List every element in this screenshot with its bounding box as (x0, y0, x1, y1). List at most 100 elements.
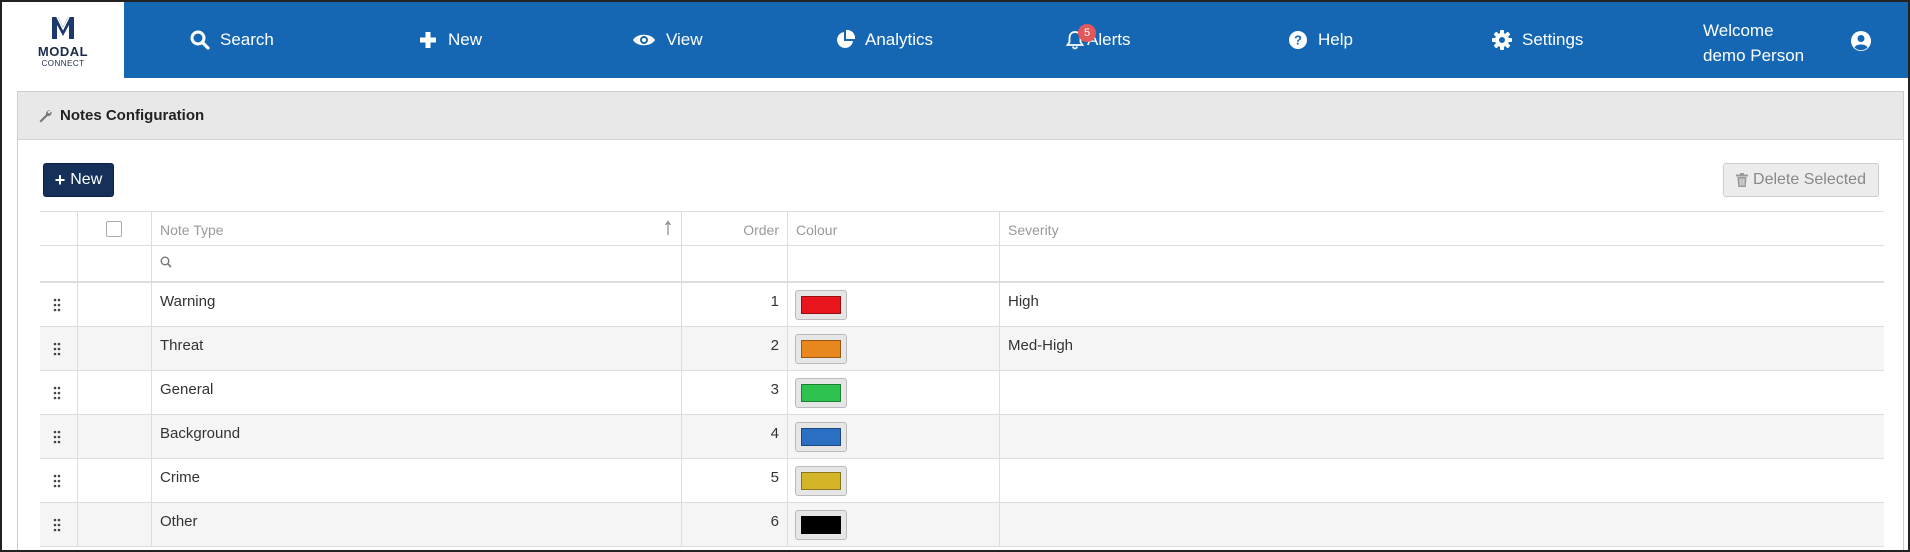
colour-cell[interactable] (788, 327, 1000, 370)
note-type-cell[interactable]: Other (152, 503, 682, 546)
severity-cell[interactable] (1000, 415, 1884, 458)
logo-text: MODAL (37, 43, 89, 59)
colour-cell[interactable] (788, 283, 1000, 326)
colour-swatch[interactable] (795, 378, 847, 408)
row-select-cell[interactable] (78, 415, 152, 458)
filter-cell-check (78, 246, 152, 281)
note-type-cell[interactable]: Crime (152, 459, 682, 502)
order-cell[interactable]: 6 (682, 503, 788, 546)
severity-cell[interactable] (1000, 371, 1884, 414)
table-header-row: Note Type Order Colour Severity (40, 211, 1884, 246)
nav-settings[interactable]: Settings (1492, 2, 1583, 78)
colour-swatch-fill (801, 340, 841, 358)
note-type-filter-input[interactable] (152, 246, 682, 281)
new-button-label: New (70, 171, 103, 188)
nav-new[interactable]: New (418, 2, 482, 78)
note-type-column-header[interactable]: Note Type (152, 212, 682, 245)
colour-cell[interactable] (788, 459, 1000, 502)
table-row[interactable]: Threat 2 Med-High (40, 327, 1884, 371)
new-note-type-button[interactable]: + New (43, 163, 114, 197)
colour-swatch[interactable] (795, 422, 847, 452)
welcome-text: Welcome demo Person (1703, 18, 1804, 68)
table-row[interactable]: Other 6 (40, 503, 1884, 547)
note-type-cell[interactable]: Background (152, 415, 682, 458)
sort-ascending-icon[interactable] (665, 220, 671, 236)
colour-swatch[interactable] (795, 466, 847, 496)
drag-handle-cell[interactable] (40, 327, 78, 370)
drag-handle-cell[interactable] (40, 503, 78, 546)
nav-search-label: Search (220, 30, 274, 49)
drag-handle-icon[interactable] (53, 474, 61, 488)
colour-header-label: Colour (796, 222, 838, 238)
order-cell[interactable]: 4 (682, 415, 788, 458)
table-row[interactable]: General 3 (40, 371, 1884, 415)
pie-chart-icon (835, 30, 855, 50)
drag-handle-icon[interactable] (53, 430, 61, 444)
colour-swatch[interactable] (795, 510, 847, 540)
order-cell[interactable]: 2 (682, 327, 788, 370)
row-select-cell[interactable] (78, 503, 152, 546)
nav-view[interactable]: View (632, 2, 703, 78)
row-select-cell[interactable] (78, 371, 152, 414)
drag-handle-icon[interactable] (53, 386, 61, 400)
severity-cell[interactable] (1000, 459, 1884, 502)
colour-cell[interactable] (788, 371, 1000, 414)
order-value: 5 (770, 469, 779, 486)
note-type-cell[interactable]: General (152, 371, 682, 414)
user-name: demo Person (1703, 46, 1805, 65)
order-value: 3 (770, 381, 779, 398)
drag-handle-icon[interactable] (53, 298, 61, 312)
table-row[interactable]: Background 4 (40, 415, 1884, 459)
drag-handle-cell[interactable] (40, 283, 78, 326)
order-filter-cell (682, 246, 788, 281)
colour-cell[interactable] (788, 503, 1000, 546)
note-type-cell[interactable]: Threat (152, 327, 682, 370)
note-type-cell[interactable]: Warning (152, 283, 682, 326)
severity-cell[interactable]: High (1000, 283, 1884, 326)
severity-cell[interactable] (1000, 503, 1884, 546)
logo[interactable]: MODAL CONNECT (2, 2, 124, 78)
note-type-value: Background (160, 425, 241, 442)
order-cell[interactable]: 5 (682, 459, 788, 502)
nav-settings-label: Settings (1522, 30, 1584, 49)
colour-column-header[interactable]: Colour (788, 212, 1000, 245)
order-value: 2 (770, 337, 779, 354)
delete-selected-button[interactable]: Delete Selected (1723, 163, 1879, 197)
user-avatar-icon[interactable] (1850, 30, 1872, 52)
delete-selected-label: Delete Selected (1753, 171, 1866, 188)
drag-handle-cell[interactable] (40, 459, 78, 502)
nav-search[interactable]: Search (190, 2, 274, 78)
plus-icon (418, 30, 438, 50)
select-all-checkbox[interactable] (106, 221, 122, 237)
table-body: Warning 1 High Threat 2 Med-High General 3 Backg… (40, 283, 1884, 547)
colour-cell[interactable] (788, 415, 1000, 458)
order-column-header[interactable]: Order (682, 212, 788, 245)
note-type-value: Other (160, 513, 198, 530)
order-value: 6 (770, 513, 779, 530)
alerts-count-badge: 5 (1078, 24, 1096, 42)
drag-handle-icon[interactable] (53, 342, 61, 356)
note-type-header-label: Note Type (160, 222, 224, 238)
table-row[interactable]: Warning 1 High (40, 283, 1884, 327)
colour-swatch[interactable] (795, 290, 847, 320)
row-select-cell[interactable] (78, 327, 152, 370)
drag-handle-cell[interactable] (40, 371, 78, 414)
severity-column-header[interactable]: Severity (1000, 212, 1884, 245)
severity-cell[interactable]: Med-High (1000, 327, 1884, 370)
drag-handle-cell[interactable] (40, 415, 78, 458)
order-cell[interactable]: 3 (682, 371, 788, 414)
nav-alerts[interactable]: Alerts (1065, 2, 1130, 78)
table-row[interactable]: Crime 5 (40, 459, 1884, 503)
drag-handle-icon[interactable] (53, 518, 61, 532)
colour-swatch-fill (801, 428, 841, 446)
order-value: 1 (770, 293, 779, 310)
nav-help[interactable]: ? Help (1288, 2, 1353, 78)
row-select-cell[interactable] (78, 283, 152, 326)
order-value: 4 (770, 425, 779, 442)
nav-view-label: View (666, 30, 703, 49)
colour-swatch[interactable] (795, 334, 847, 364)
row-select-cell[interactable] (78, 459, 152, 502)
severity-header-label: Severity (1008, 222, 1059, 238)
order-cell[interactable]: 1 (682, 283, 788, 326)
nav-analytics[interactable]: Analytics (835, 2, 933, 78)
